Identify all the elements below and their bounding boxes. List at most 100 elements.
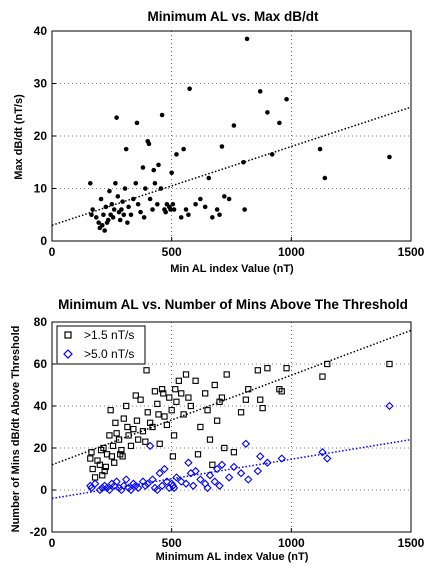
chart-2-series-1-point	[155, 411, 162, 418]
chart-2-y-tick-label: 40	[34, 399, 48, 413]
chart-2-series-1-point	[124, 423, 131, 431]
chart-2-series-2-point	[244, 475, 253, 484]
chart-2-series-1-point	[89, 465, 96, 473]
chart-2-plot-area	[51, 321, 412, 533]
legend-label-series-1: >1.5 nT/s	[84, 328, 134, 342]
chart-2-series-1-point	[119, 453, 126, 460]
chart-1-series-1-point	[163, 209, 168, 215]
chart-2-series-2-point	[224, 473, 234, 482]
chart-1-series-1-point	[147, 196, 153, 202]
chart-2-series-2-point	[200, 479, 210, 488]
chart-2-series-2-point	[119, 481, 128, 490]
chart-2-series-1-point	[111, 459, 118, 466]
chart-2-series-1-point	[173, 398, 180, 405]
chart-2-series-2-point	[162, 477, 172, 486]
chart-2-series-1-point	[192, 377, 199, 384]
chart-2-series-2-point	[212, 464, 222, 474]
chart-1-series-1-point	[143, 186, 148, 191]
chart-2-series-2-point	[172, 473, 181, 482]
chart-2-series-2-point	[205, 471, 215, 480]
chart-2-series-1-point	[161, 413, 168, 420]
chart-2-series-1-point	[123, 402, 130, 410]
chart-1-series-1-point	[217, 212, 222, 218]
chart-2-series-2-point	[90, 479, 100, 488]
chart-1-series-1-point	[155, 201, 160, 207]
chart-2-series-2-point	[148, 475, 157, 484]
chart-2-series-2-point	[184, 458, 193, 467]
chart-2-series-1-point	[112, 419, 119, 426]
chart-1-series-1-point	[141, 215, 147, 220]
chart-2-series-2-point	[168, 481, 178, 490]
chart-2-x-tick-label: 1000	[278, 536, 305, 550]
chart-1-series-1-point	[102, 228, 107, 233]
chart-1-series-1-point	[109, 201, 115, 207]
chart-2-series-1-point	[206, 436, 214, 443]
chart-2-y-tick-label: 20	[34, 441, 48, 455]
chart-2-series-1-point	[113, 430, 120, 437]
chart-1-series-1-point	[202, 204, 208, 210]
chart-1-series-1-point	[134, 120, 140, 126]
chart-2-series-1-point	[158, 386, 166, 393]
chart-2-series-2-point	[196, 475, 205, 484]
chart-2-series-1-point	[96, 461, 104, 468]
chart-1-series-1-point	[317, 146, 323, 152]
chart-1-series-1-point	[198, 196, 203, 202]
chart-2-series-2-point	[122, 475, 131, 484]
chart-1-series-1-point	[277, 120, 282, 126]
chart-1-series-1-point	[115, 194, 121, 199]
chart-1-series-1-point	[156, 162, 161, 168]
chart-2-series-2-point	[385, 401, 394, 411]
chart-2-series-1-point	[139, 428, 147, 435]
chart-2-series-1-point	[168, 407, 175, 414]
chart-2-series-1-point	[160, 390, 167, 397]
chart-2-series-2-point	[153, 485, 162, 495]
chart-2-series-1-point	[127, 442, 135, 450]
chart-2-trendline-1	[51, 329, 412, 466]
chart-1-series-1-point	[93, 215, 99, 220]
chart-2-x-tick-label: 0	[49, 536, 56, 550]
chart-2-series-1-point	[283, 365, 290, 372]
chart-2-series-2-point	[253, 466, 263, 476]
chart-1-series-1-point	[210, 215, 215, 220]
chart-1-series-1-point	[284, 96, 289, 102]
chart-2-series-2-point	[133, 483, 143, 493]
legend-marker-series-1	[64, 331, 72, 339]
chart-1-series-1-point	[135, 201, 141, 207]
chart-1-series-1-point	[146, 141, 152, 147]
chart-1-series-1-point	[101, 212, 106, 218]
chart-1-series-1-point	[231, 123, 237, 128]
chart-2-series-1-point	[194, 451, 202, 458]
chart-2-series-1-point	[221, 444, 228, 452]
chart-1-series-1-point	[170, 201, 176, 207]
legend-label-series-2: >5.0 nT/s	[84, 347, 134, 361]
chart-2-series-2-point	[277, 454, 286, 463]
chart-2-series-1-point	[242, 396, 250, 403]
chart-1-series-1-point	[133, 180, 139, 186]
chart-2-series-1-point	[237, 409, 245, 416]
legend: >1.5 nT/s >5.0 nT/s	[56, 325, 146, 365]
chart-2-series-2-point	[318, 448, 327, 457]
chart-1-series-1-point	[269, 152, 275, 157]
chart-1-series-1-point	[178, 215, 184, 220]
chart-1-series-1-point	[168, 207, 173, 212]
chart-2-series-1-point	[163, 421, 171, 429]
chart-2-series-1-point	[100, 444, 107, 452]
chart-1-y-tick-label: 0	[40, 234, 47, 248]
chart-2-series-1-point	[137, 396, 144, 403]
chart-2-series-2-point	[177, 477, 186, 486]
chart-2-series-1-point	[144, 409, 151, 416]
chart-2-series-1-point	[156, 440, 163, 447]
chart-1-series-1-point	[158, 186, 164, 191]
chart-2-series-1-point	[106, 432, 113, 439]
chart-2-series-1-point	[133, 417, 141, 424]
chart-2-series-1-point	[386, 360, 393, 368]
chart-2-series-1-point	[187, 402, 194, 410]
chart-1-series-1-point	[140, 165, 146, 170]
chart-1-series-1-point	[387, 154, 392, 160]
chart-2-series-1-point	[178, 390, 185, 397]
chart-1-series-1-point	[120, 199, 125, 204]
chart-1-series-1-point	[96, 220, 101, 225]
chart-2-series-2-point	[95, 485, 105, 495]
chart-1-series-1-point	[151, 167, 157, 173]
legend-box	[56, 325, 146, 365]
